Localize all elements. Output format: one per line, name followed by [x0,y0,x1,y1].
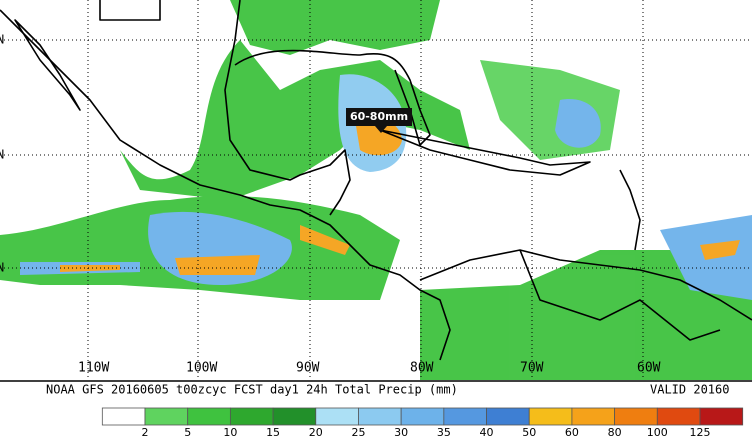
legend-swatch [528,407,573,426]
longitude-label: 90W [296,361,320,376]
legend-swatch [187,407,231,426]
legend-swatch [486,407,530,426]
legend-level: 5 [184,426,191,439]
legend-level: 15 [266,426,280,439]
precip-field [0,0,752,380]
legend-swatch [315,407,359,426]
legend-swatch [699,407,744,426]
annotation-box [346,108,412,126]
latitude-label: N [0,261,4,275]
latitude-label: N [0,33,4,47]
legend-level: 20 [309,426,323,439]
legend-swatch [358,407,402,426]
longitude-label: 80W [410,361,434,376]
legend-level: 125 [690,426,711,439]
longitude-label: 100W [186,361,217,376]
legend-swatch [272,407,317,426]
annotation-text: 60-80mm [350,110,408,123]
footer-valid: VALID 20160 [650,383,729,397]
legend-level: 25 [351,426,365,439]
legend-swatch [571,407,616,426]
legend-level: 2 [142,426,149,439]
legend-level: 60 [565,426,579,439]
longitude-label: 60W [637,361,661,376]
legend-swatch [656,407,701,426]
legend: 2 5 10 15 20 25 30 35 40 50 60 80 100 125 [101,407,744,439]
legend-level: 10 [223,426,237,439]
legend-swatch [400,407,445,426]
legend-swatch [443,407,487,426]
latitude-label: N [0,148,4,162]
longitude-label: 110W [78,361,109,376]
legend-swatch [229,407,274,426]
legend-swatch [614,407,658,426]
legend-swatch [144,407,189,426]
legend-level: 50 [522,426,536,439]
legend-level: 30 [394,426,408,439]
legend-level: 100 [647,426,668,439]
coastlines [0,0,752,361]
legend-level: 40 [480,426,494,439]
legend-level: 35 [437,426,451,439]
graticule [0,0,752,380]
footer-title: NOAA GFS 20160605 t00zcyc FCST day1 24h … [46,383,458,397]
annotation: 60-80mm [346,108,412,133]
legend-level: 80 [608,426,622,439]
longitude-label: 70W [520,361,544,376]
legend-swatch [101,407,146,426]
